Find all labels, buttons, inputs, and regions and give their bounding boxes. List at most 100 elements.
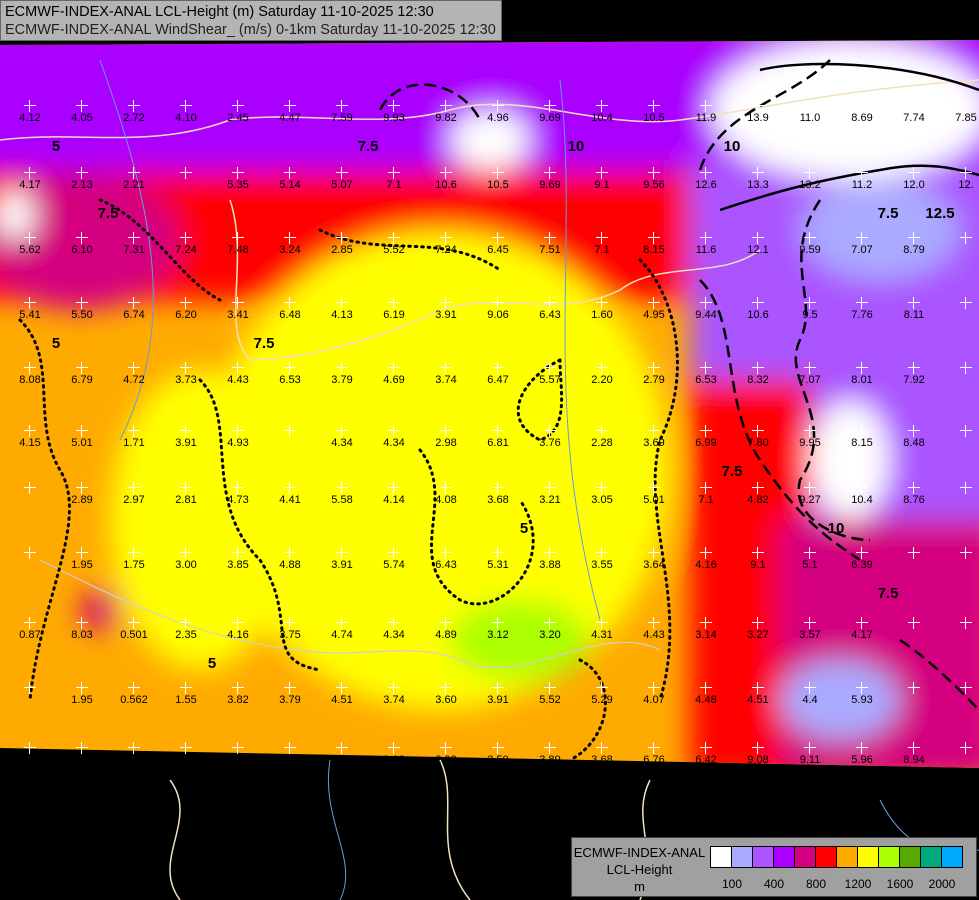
wind-shear-value: 9.69 <box>539 112 561 124</box>
legend-title: ECMWF-INDEX-ANAL LCL-Height m <box>572 844 707 895</box>
wind-shear-value: 3.14 <box>695 629 717 641</box>
wind-shear-value: 2.72 <box>123 112 145 124</box>
wind-shear-value: 4.14 <box>383 494 405 506</box>
grid-point-marker <box>492 100 504 112</box>
grid-point-marker <box>752 232 764 244</box>
grid-point-marker <box>492 297 504 309</box>
wind-shear-value: 2.93 <box>435 754 457 766</box>
wind-shear-value: 3.88 <box>539 559 561 571</box>
grid-point-marker <box>232 167 244 179</box>
wind-shear-value: 4.82 <box>747 494 769 506</box>
legend-tick-label: 1600 <box>886 877 914 891</box>
grid-point-marker <box>24 232 36 244</box>
grid-point-marker <box>180 297 192 309</box>
grid-point-marker <box>856 232 868 244</box>
grid-point-marker <box>856 100 868 112</box>
grid-point-marker <box>284 742 296 754</box>
grid-point-marker <box>700 362 712 374</box>
grid-point-marker <box>752 167 764 179</box>
wind-shear-value: 10.4 <box>851 494 873 506</box>
grid-point-marker <box>596 100 608 112</box>
wind-shear-value: 8.76 <box>903 494 925 506</box>
wind-shear-value: 1.60 <box>591 309 613 321</box>
grid-point-marker <box>440 742 452 754</box>
wind-shear-value: 6.42 <box>695 754 717 766</box>
grid-point-marker <box>596 547 608 559</box>
wind-shear-value: 2.45 <box>227 112 249 124</box>
grid-point-marker <box>24 682 36 694</box>
grid-point-marker <box>804 100 816 112</box>
contour-label: 7.5 <box>98 205 119 222</box>
wind-shear-value: 6.43 <box>539 309 561 321</box>
grid-point-marker <box>180 232 192 244</box>
legend-tick-label: 2000 <box>928 877 956 891</box>
grid-point-marker <box>388 547 400 559</box>
wind-shear-value: 7.07 <box>851 244 873 256</box>
wind-shear-value: 7.92 <box>903 374 925 386</box>
grid-point-marker <box>284 425 296 437</box>
grid-point-marker <box>336 100 348 112</box>
grid-point-marker <box>648 547 660 559</box>
grid-point-marker <box>76 425 88 437</box>
grid-point-marker <box>544 232 556 244</box>
grid-point-marker <box>908 482 920 494</box>
wind-shear-value: 3.79 <box>331 374 353 386</box>
grid-point-marker <box>388 742 400 754</box>
grid-point-marker <box>856 617 868 629</box>
grid-point-marker <box>700 682 712 694</box>
grid-point-marker <box>804 742 816 754</box>
legend-swatch <box>774 847 795 867</box>
wind-shear-value: 10.4 <box>591 112 613 124</box>
grid-point-marker <box>128 482 140 494</box>
grid-point-marker <box>336 297 348 309</box>
wind-shear-value: 3.91 <box>435 309 457 321</box>
grid-point-marker <box>24 617 36 629</box>
grid-point-marker <box>596 482 608 494</box>
grid-point-marker <box>700 232 712 244</box>
wind-shear-value: 4.74 <box>331 629 353 641</box>
contour-label: 5 <box>208 655 216 672</box>
wind-shear-value: 3.20 <box>539 629 561 641</box>
grid-point-marker <box>960 547 972 559</box>
grid-point-marker <box>856 742 868 754</box>
grid-point-marker <box>804 682 816 694</box>
wind-shear-value: 2.85 <box>331 244 353 256</box>
wind-shear-value: 8.79 <box>903 244 925 256</box>
wind-shear-value: 12.1 <box>747 244 769 256</box>
grid-point-marker <box>960 482 972 494</box>
wind-shear-value: 4.12 <box>19 112 41 124</box>
grid-point-marker <box>648 100 660 112</box>
contour-label: 5 <box>52 138 60 155</box>
wind-shear-value: 2.35 <box>175 629 197 641</box>
wind-shear-value: 8.15 <box>643 244 665 256</box>
wind-shear-value: 4.4 <box>802 694 818 706</box>
wind-shear-value: 3.64 <box>643 559 665 571</box>
grid-point-marker <box>128 100 140 112</box>
grid-point-marker <box>648 482 660 494</box>
grid-point-marker <box>284 617 296 629</box>
grid-point-marker <box>388 482 400 494</box>
grid-point-marker <box>596 425 608 437</box>
wind-shear-value: 4.34 <box>383 629 405 641</box>
wind-shear-value: 4.51 <box>747 694 769 706</box>
grid-point-marker <box>908 682 920 694</box>
wind-shear-value: 6.39 <box>851 559 873 571</box>
grid-point-marker <box>336 682 348 694</box>
contour-labels: 5 7.5 7.5 7.5 10 10 7.5 12.5 5 7.5 10 5 5 7.5 <box>52 138 955 672</box>
grid-point-marker <box>24 362 36 374</box>
wind-shear-value: 1.40 <box>71 754 93 766</box>
grid-point-marker <box>336 617 348 629</box>
wind-shear-value: 7.07 <box>799 374 821 386</box>
wind-shear-value: 6.43 <box>435 559 457 571</box>
grid-point-marker <box>752 482 764 494</box>
legend-swatch <box>921 847 942 867</box>
legend-swatch <box>711 847 732 867</box>
grid-point-marker <box>908 232 920 244</box>
wind-shear-value: 12.0 <box>903 179 925 191</box>
wind-shear-value: 9.11 <box>799 754 821 766</box>
wind-shear-value: 7.74 <box>903 112 925 124</box>
grid-point-marker <box>284 297 296 309</box>
grid-point-marker <box>856 682 868 694</box>
grid-point-marker <box>232 297 244 309</box>
